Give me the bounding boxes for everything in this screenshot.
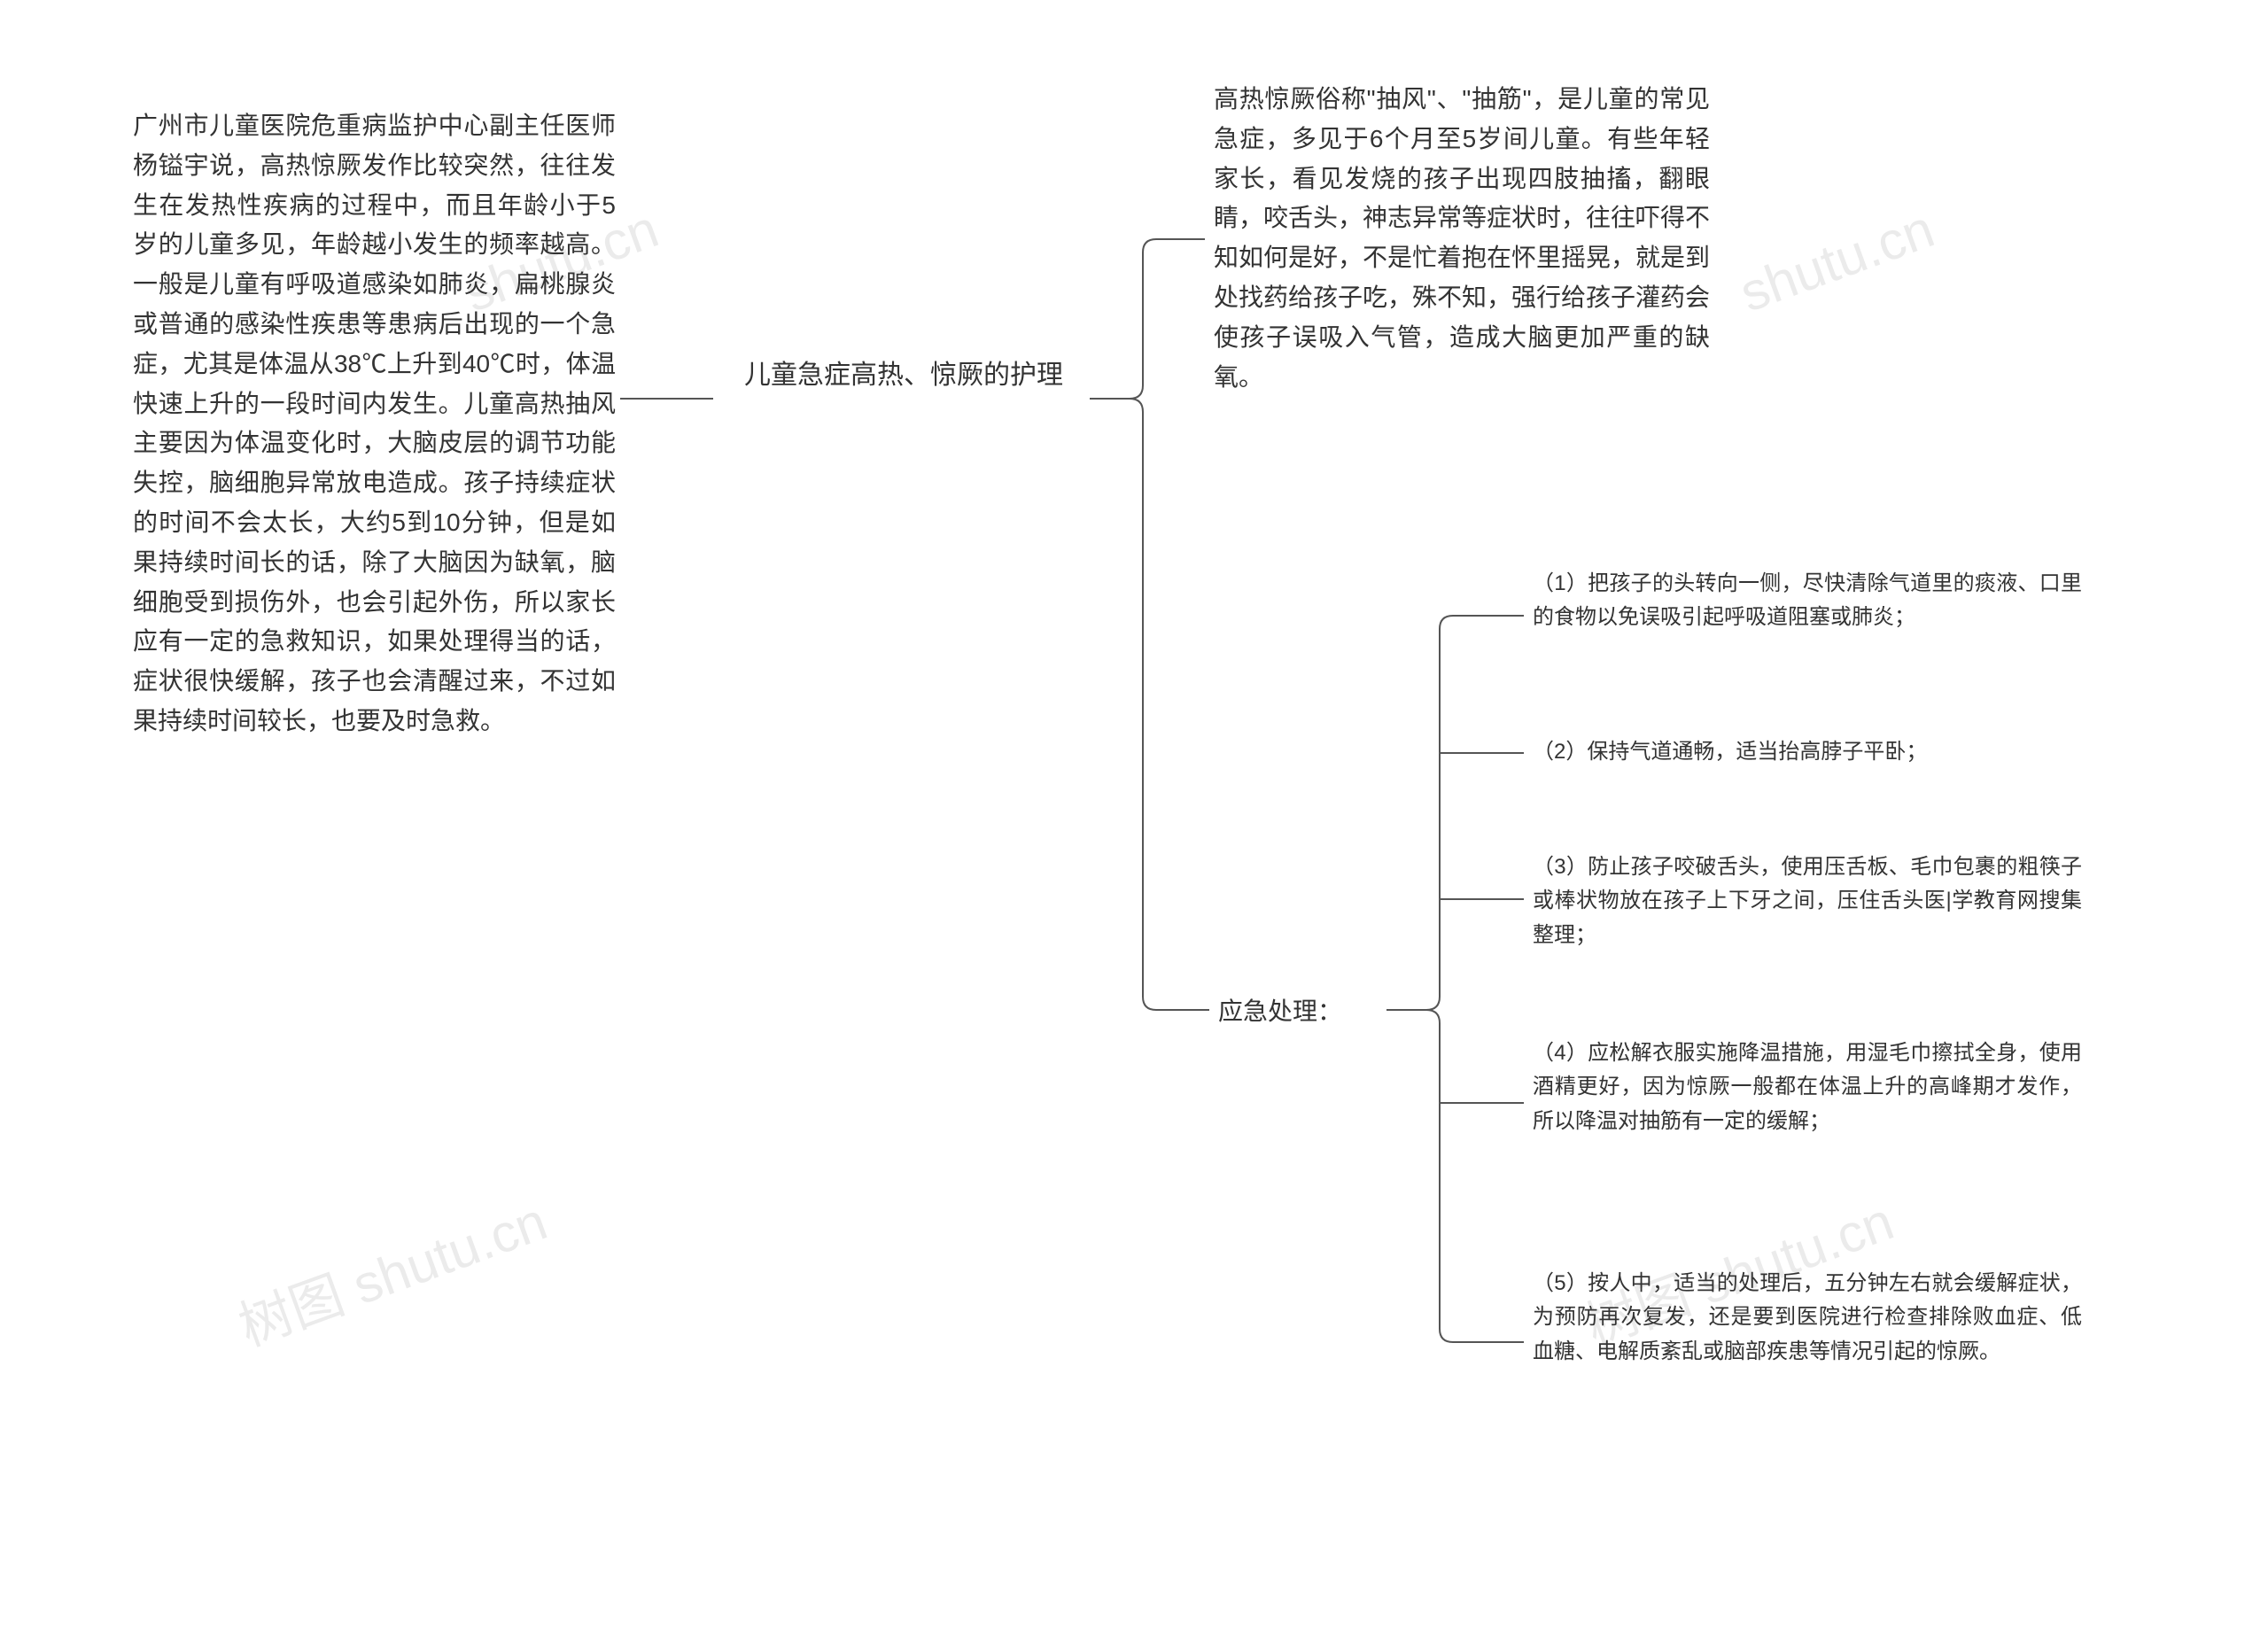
emergency-handling-label: 应急处理：	[1218, 992, 1395, 1032]
left-description-block: 广州市儿童医院危重病监护中心副主任医师杨镒宇说，高热惊厥发作比较突然，往往发生在…	[133, 106, 616, 741]
step-5: （5）按人中，适当的处理后，五分钟左右就会缓解症状，为预防再次复发，还是要到医院…	[1533, 1267, 2082, 1369]
step-2: （2）保持气道通畅，适当抬高脖子平卧；	[1533, 735, 2082, 769]
step-1: （1）把孩子的头转向一侧，尽快清除气道里的痰液、口里的食物以免误吸引起呼吸道阻塞…	[1533, 567, 2082, 635]
step-4: （4）应松解衣服实施降温措施，用湿毛巾擦拭全身，使用酒精更好，因为惊厥一般都在体…	[1533, 1036, 2082, 1138]
step-3: （3）防止孩子咬破舌头，使用压舌板、毛巾包裹的粗筷子或棒状物放在孩子上下牙之间，…	[1533, 850, 2082, 952]
watermark: shutu.cn	[1732, 198, 1942, 323]
right-intro-block: 高热惊厥俗称"抽风"、"抽筋"，是儿童的常见急症，多见于6个月至5岁间儿童。有些…	[1214, 80, 1710, 397]
center-title: 儿童急症高热、惊厥的护理	[722, 354, 1085, 397]
watermark: 树图 shutu.cn	[227, 1178, 555, 1361]
